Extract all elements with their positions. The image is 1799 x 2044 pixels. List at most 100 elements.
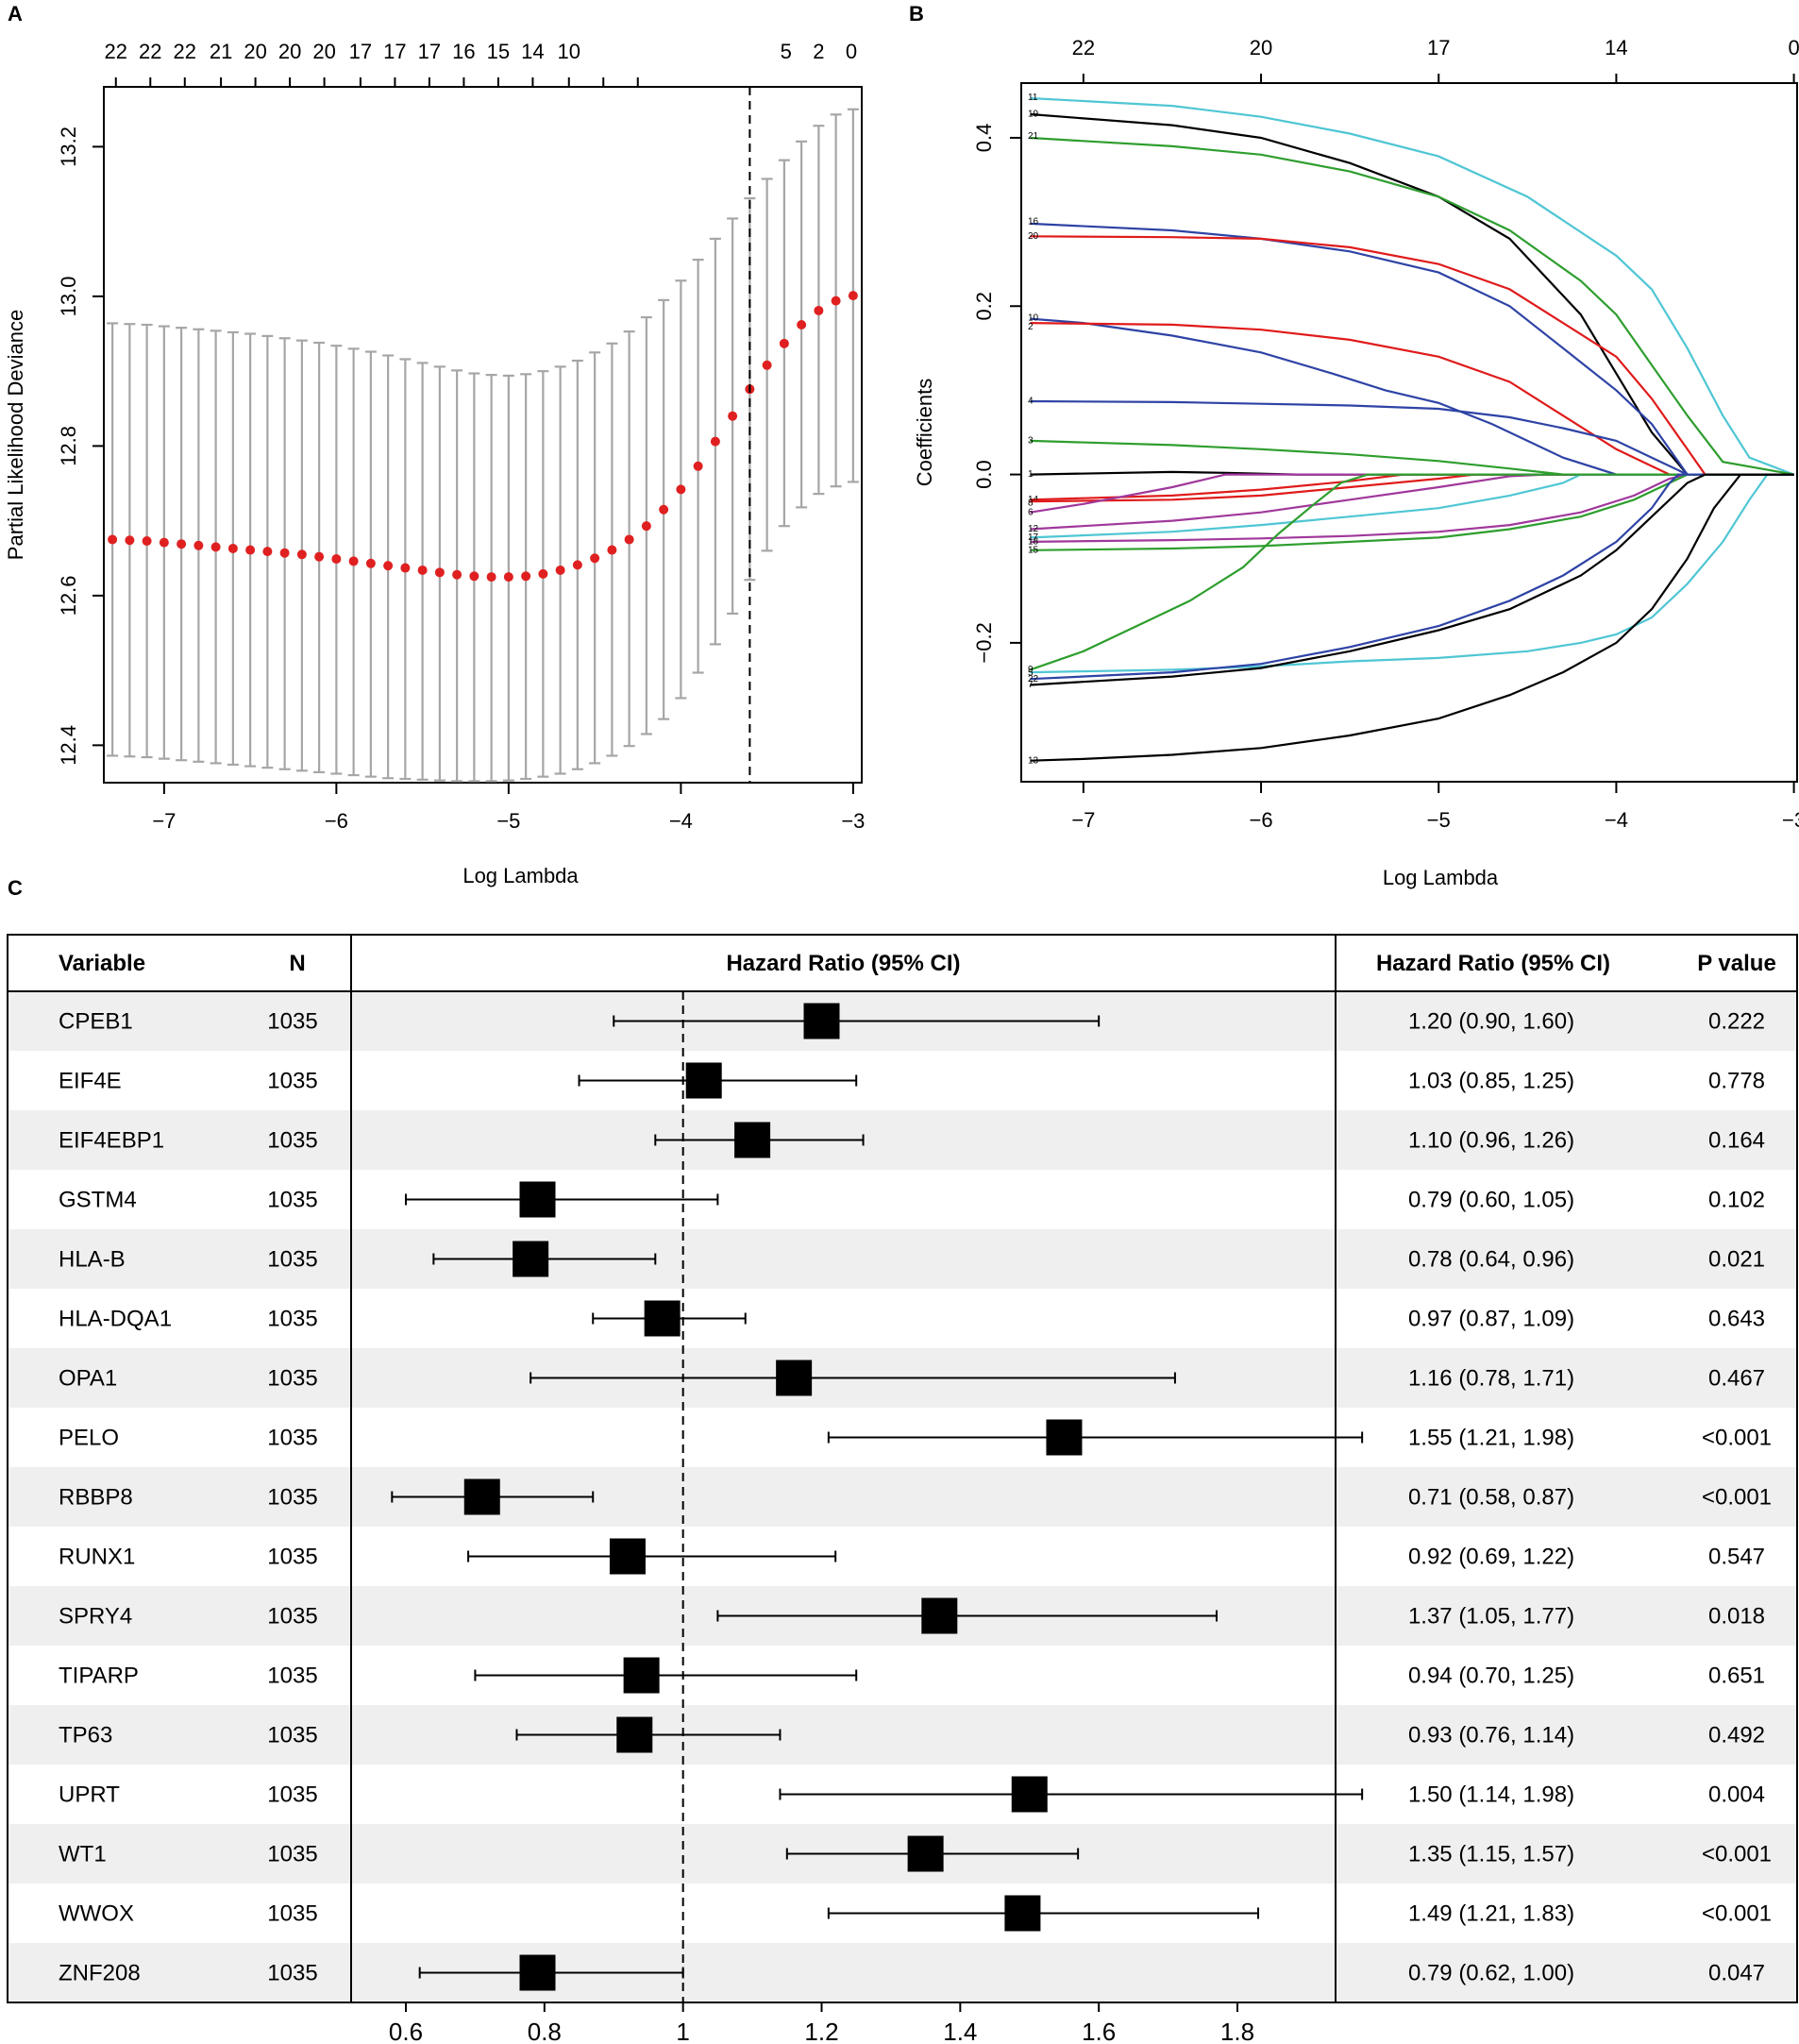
panel-a-top-label: 10 — [558, 40, 580, 63]
panel-a-point — [142, 536, 152, 547]
panel-b-coef-label: 14 — [1028, 495, 1039, 505]
panel-a-point — [797, 320, 807, 330]
panel-b-coef-label: 17 — [1028, 532, 1039, 543]
panel-c-n: 1035 — [267, 1842, 317, 1867]
panel-c-variable: UPRT — [59, 1782, 120, 1808]
panel-c-hr-marker — [644, 1300, 681, 1337]
panel-a-x-tick-label: −5 — [496, 809, 520, 833]
panel-c-hr-text: 1.49 (1.21, 1.83) — [1408, 1901, 1574, 1927]
panel-c-hr-text: 0.71 (0.58, 0.87) — [1408, 1485, 1574, 1511]
panel-a-point — [555, 565, 565, 575]
panel-a-y-tick-label: 13.0 — [57, 276, 80, 316]
panel-a-top-label: 20 — [278, 40, 301, 63]
panel-b-top-label: 17 — [1427, 36, 1450, 59]
panel-b-coef-path-10 — [1030, 317, 1794, 476]
panel-b-coef-path-16 — [1030, 222, 1794, 476]
panel-a-top-label: 15 — [487, 40, 510, 63]
panel-b-x-tick-label: −6 — [1249, 808, 1272, 832]
panel-c-p-value: 0.492 — [1708, 1723, 1765, 1748]
panel-c-hr-marker — [616, 1716, 653, 1753]
panel-a-point — [365, 558, 376, 568]
panel-c-row: SPRY4 1035 1.37 (1.05, 1.77) 0.018 — [59, 1597, 1765, 1634]
panel-b-coef-path-18 — [1030, 473, 1794, 543]
panel-b-x-tick-label: −5 — [1427, 808, 1451, 832]
panel-c-row: OPA1 1035 1.16 (0.78, 1.71) 0.467 — [59, 1360, 1765, 1396]
panel-c-hr-text: 1.10 (0.96, 1.26) — [1408, 1128, 1574, 1154]
panel-c-x-tick-label: 1 — [676, 2018, 689, 2044]
panel-c-hr-marker — [776, 1360, 813, 1396]
panel-a-top-label: 5 — [781, 40, 792, 63]
panel-c-p-value: <0.001 — [1702, 1426, 1772, 1451]
panel-c-header-hr: Hazard Ratio (95% CI) — [1376, 951, 1610, 976]
panel-c-x-tick-label: 0.8 — [528, 2018, 562, 2044]
panel-a-point — [503, 572, 513, 583]
panel-a-point — [710, 436, 720, 447]
panel-c-row: GSTM4 1035 0.79 (0.60, 1.05) 0.102 — [59, 1181, 1765, 1218]
panel-a-point — [521, 571, 531, 582]
panel-c-hr-text: 0.97 (0.87, 1.09) — [1408, 1307, 1574, 1332]
panel-c-hr-text: 0.94 (0.70, 1.25) — [1408, 1664, 1574, 1689]
panel-c-forest: Variable N Hazard Ratio (95% CI) Hazard Rat… — [7, 934, 1798, 2044]
panel-c-row: WT1 1035 1.35 (1.15, 1.57) <0.001 — [59, 1835, 1772, 1872]
panel-b-coef-label: 3 — [1028, 436, 1034, 447]
panel-c-variable: TIPARP — [59, 1664, 139, 1689]
panel-c-n: 1035 — [267, 1307, 317, 1332]
panel-a-top-label: 22 — [174, 40, 196, 63]
panel-c-n: 1035 — [267, 1485, 317, 1511]
panel-c-n: 1035 — [267, 1961, 317, 1986]
panel-c-x-tick-label: 0.6 — [389, 2018, 423, 2044]
panel-a-point — [728, 411, 738, 421]
panel-c-p-value: <0.001 — [1702, 1485, 1772, 1511]
panel-c-p-value: <0.001 — [1702, 1842, 1772, 1867]
panel-b-coef-label: 18 — [1028, 537, 1039, 548]
panel-c-p-value: 0.021 — [1708, 1247, 1765, 1273]
panel-a-ylabel: Partial Likelihood Deviance — [4, 310, 27, 560]
panel-b-coef-path-17 — [1030, 473, 1794, 539]
panel-c-variable: RUNX1 — [59, 1545, 135, 1570]
panel-b-ylabel: Coefficients — [913, 379, 936, 487]
panel-a-point — [279, 548, 290, 558]
panel-c-variable: WT1 — [59, 1842, 107, 1867]
panel-b-coef-label: 12 — [1028, 524, 1039, 534]
panel-c-n: 1035 — [267, 1009, 317, 1035]
panel-c-row: EIF4E 1035 1.03 (0.85, 1.25) 0.778 — [59, 1062, 1765, 1099]
panel-a-top-label: 20 — [312, 40, 335, 63]
panel-b-coef-path-22 — [1030, 473, 1794, 681]
panel-c-hr-marker — [463, 1478, 500, 1515]
panel-label-b: B — [909, 2, 924, 25]
panel-c-hr-marker — [803, 1003, 840, 1039]
panel-a-point — [159, 537, 169, 548]
panel-label-c: C — [8, 876, 23, 900]
panel-b-top-label: 14 — [1605, 36, 1627, 59]
panel-c-p-value: 0.047 — [1708, 1961, 1765, 1986]
panel-c-hr-text: 0.93 (0.76, 1.14) — [1408, 1723, 1574, 1748]
panel-a-point — [659, 504, 669, 515]
panel-a-top-label: 17 — [349, 40, 372, 63]
panel-c-header-n: N — [289, 951, 305, 976]
panel-c-p-value: 0.004 — [1708, 1782, 1765, 1808]
panel-a-point — [245, 545, 256, 555]
panel-c-p-value: 0.102 — [1708, 1188, 1765, 1213]
panel-a-point — [641, 521, 651, 532]
panel-c-hr-text: 1.35 (1.15, 1.57) — [1408, 1842, 1574, 1867]
panel-c-hr-text: 1.20 (0.90, 1.60) — [1408, 1009, 1574, 1035]
panel-c-hr-marker — [685, 1062, 722, 1099]
panel-c-x-tick-label: 1.6 — [1082, 2018, 1116, 2044]
panel-a-point — [227, 543, 238, 553]
panel-c-n: 1035 — [267, 1426, 317, 1451]
panel-b-top-label: 20 — [1250, 36, 1272, 59]
panel-c-p-value: 0.222 — [1708, 1009, 1765, 1035]
panel-c-hr-marker — [519, 1954, 556, 1991]
panel-c-n: 1035 — [267, 1188, 317, 1213]
panel-b-frame — [1020, 82, 1798, 783]
panel-b-coef-path-13 — [1030, 473, 1794, 762]
panel-a-x-tick-label: −6 — [325, 809, 348, 833]
panel-c-row: ZNF208 1035 0.79 (0.62, 1.00) 0.047 — [59, 1954, 1765, 1991]
panel-c-row-band — [8, 1467, 1797, 1527]
panel-a-x-tick-label: −3 — [841, 809, 865, 833]
panel-c-variable: EIF4EBP1 — [59, 1128, 164, 1154]
panel-a-point — [676, 484, 686, 495]
panel-c-row: HLA-DQA1 1035 0.97 (0.87, 1.09) 0.643 — [59, 1300, 1765, 1337]
panel-c-variable: RBBP8 — [59, 1485, 133, 1511]
panel-a-point — [383, 561, 394, 571]
